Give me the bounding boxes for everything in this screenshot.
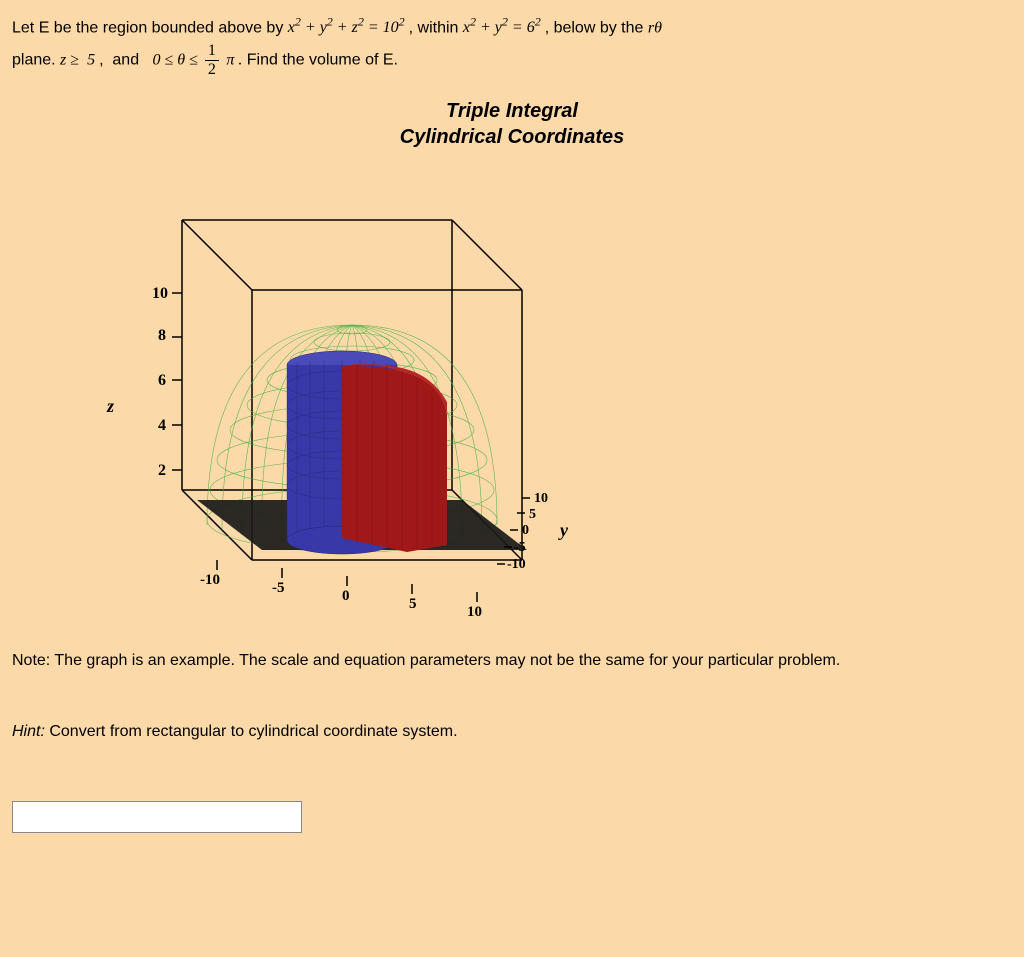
y-tick-10: 10 bbox=[534, 491, 548, 506]
note-section: Note: The graph is an example. The scale… bbox=[12, 650, 1012, 672]
x-tick-5: 5 bbox=[409, 596, 417, 612]
theta-condition: 0 ≤ θ ≤ bbox=[152, 52, 201, 69]
cylinder-equation: x2 + y2 = 62 bbox=[463, 19, 545, 36]
problem-text-find: Find the volume of E. bbox=[247, 52, 398, 69]
x-tick-n5: -5 bbox=[272, 580, 285, 596]
title-line2: Cylindrical Coordinates bbox=[12, 124, 1012, 150]
y-tick-n5: -5 bbox=[514, 540, 526, 555]
z-tick-6: 6 bbox=[158, 372, 166, 389]
note-label: Note: bbox=[12, 652, 50, 669]
hint-label: Hint: bbox=[12, 723, 45, 740]
y-axis-label: y bbox=[558, 520, 569, 540]
section-title: Triple Integral Cylindrical Coordinates bbox=[12, 98, 1012, 150]
sphere-equation: x2 + y2 + z2 = 102 bbox=[288, 19, 409, 36]
problem-text-intro: Let E be the region bounded above by bbox=[12, 19, 288, 36]
title-line1: Triple Integral bbox=[12, 98, 1012, 124]
x-tick-n10: -10 bbox=[200, 572, 220, 588]
fraction-denominator: 2 bbox=[205, 61, 219, 78]
r-theta: rθ bbox=[648, 19, 662, 36]
hint-content: Convert from rectangular to cylindrical … bbox=[45, 723, 458, 740]
z-tick-2: 2 bbox=[158, 462, 166, 479]
pi-symbol: π . bbox=[226, 52, 242, 69]
z-tick-4: 4 bbox=[158, 417, 166, 434]
y-tick-0: 0 bbox=[522, 523, 529, 538]
graph-3d: 10 8 6 4 2 z -10 -5 0 5 10 bbox=[52, 180, 572, 620]
problem-text-and: , and bbox=[99, 52, 152, 69]
x-tick-0: 0 bbox=[342, 588, 350, 604]
problem-text-plane: plane. bbox=[12, 52, 60, 69]
hint-section: Hint: Convert from rectangular to cylind… bbox=[12, 723, 1012, 741]
problem-text-below: , below by the bbox=[545, 19, 648, 36]
x-tick-10: 10 bbox=[467, 604, 482, 620]
problem-text-within: , within bbox=[409, 19, 463, 36]
y-tick-5: 5 bbox=[529, 507, 536, 522]
fraction-half: 1 2 bbox=[205, 43, 219, 78]
z-condition: z ≥ 5 bbox=[60, 52, 99, 69]
problem-statement: Let E be the region bounded above by x2 … bbox=[12, 12, 1012, 78]
fraction-numerator: 1 bbox=[205, 43, 219, 61]
note-content: The graph is an example. The scale and e… bbox=[50, 652, 840, 669]
y-tick-n10: -10 bbox=[507, 557, 526, 572]
answer-input[interactable] bbox=[12, 801, 302, 833]
z-axis-label: z bbox=[106, 396, 114, 416]
z-tick-10: 10 bbox=[152, 285, 168, 302]
z-tick-8: 8 bbox=[158, 327, 166, 344]
